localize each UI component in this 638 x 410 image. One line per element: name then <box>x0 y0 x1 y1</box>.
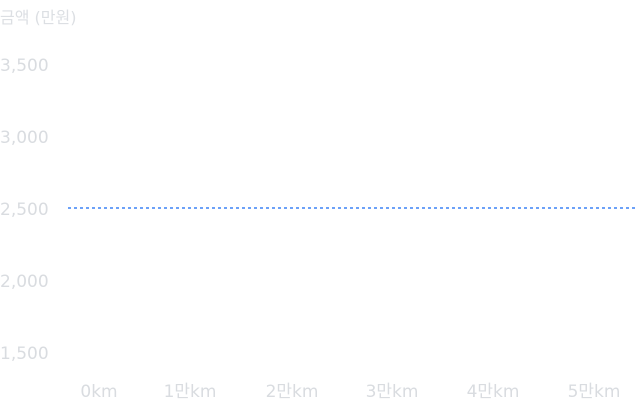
y-tick-label: 3,000 <box>0 128 49 148</box>
x-tick-label: 4만km <box>467 382 520 402</box>
y-axis-ticks: 1,500 2,000 2,500 3,000 3,500 <box>0 56 49 364</box>
y-tick-label: 1,500 <box>0 344 49 364</box>
x-tick-label: 1만km <box>164 382 217 402</box>
x-tick-label: 0km <box>80 382 117 402</box>
x-tick-label: 2만km <box>266 382 319 402</box>
y-tick-label: 2,000 <box>0 272 49 292</box>
x-tick-label: 5만km <box>568 382 621 402</box>
y-axis-title: 금액 (만원) <box>0 8 76 27</box>
y-tick-label: 3,500 <box>0 56 49 76</box>
x-axis-ticks: 0km 1만km 2만km 3만km 4만km 5만km <box>80 382 620 402</box>
x-tick-label: 3만km <box>366 382 419 402</box>
y-tick-label: 2,500 <box>0 200 49 220</box>
